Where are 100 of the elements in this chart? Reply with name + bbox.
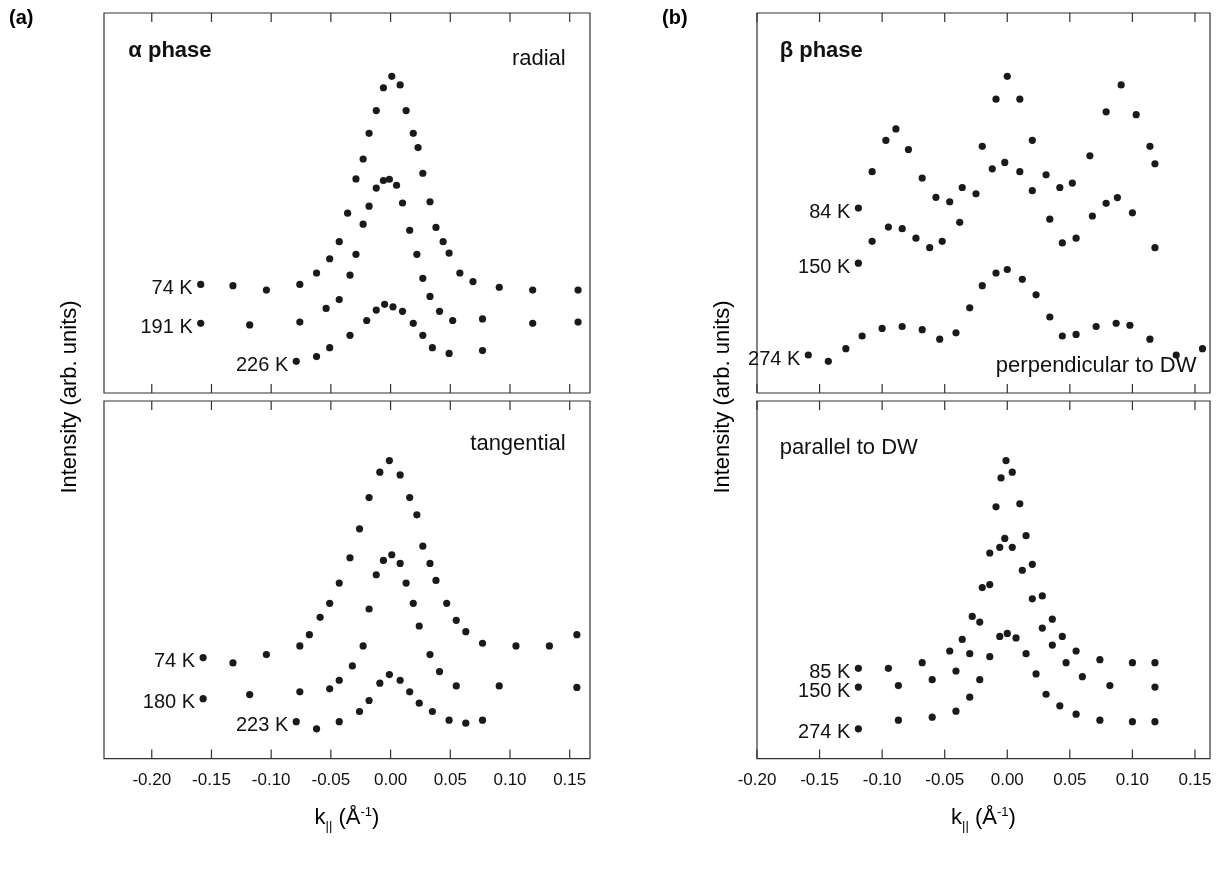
point	[1042, 690, 1050, 698]
point	[1113, 194, 1121, 202]
point	[443, 599, 451, 607]
point	[415, 699, 423, 707]
x-tick-label: 0.05	[1053, 770, 1087, 790]
point	[1032, 670, 1040, 678]
point	[512, 642, 520, 650]
point	[1016, 500, 1024, 508]
point	[1028, 136, 1036, 144]
point	[428, 344, 436, 352]
point	[1151, 659, 1159, 667]
point	[326, 685, 334, 693]
point	[379, 556, 388, 565]
point	[1012, 634, 1020, 642]
point	[445, 249, 453, 257]
point	[574, 318, 582, 326]
point	[1008, 468, 1016, 476]
point	[352, 250, 360, 258]
x-tick-label: 0.10	[493, 770, 527, 790]
point	[402, 579, 410, 587]
point	[445, 716, 453, 724]
text: parallel to DW	[779, 433, 919, 459]
point	[1016, 95, 1024, 103]
point	[365, 605, 373, 613]
point	[419, 274, 427, 282]
point	[388, 551, 396, 559]
y-axis-title: Intensity (arb. units)	[56, 299, 82, 496]
point	[1028, 595, 1036, 603]
point	[1068, 179, 1076, 187]
point	[854, 725, 862, 733]
point	[409, 129, 417, 137]
point	[854, 204, 862, 212]
point	[1001, 534, 1009, 542]
point	[868, 237, 876, 245]
point	[1001, 158, 1009, 167]
point	[892, 125, 900, 133]
point	[878, 324, 886, 332]
x-tick-label: 0.00	[990, 770, 1024, 790]
point	[415, 622, 423, 630]
point	[854, 683, 862, 691]
point	[398, 199, 407, 207]
point	[335, 238, 343, 246]
point	[335, 676, 343, 684]
point	[312, 725, 321, 733]
series-label: 84 K	[809, 199, 852, 222]
point	[335, 718, 343, 726]
point	[978, 282, 986, 290]
point	[478, 639, 487, 647]
point	[262, 286, 270, 294]
point	[986, 580, 994, 589]
point	[1132, 111, 1140, 119]
x-tick-label: -0.05	[311, 770, 351, 790]
x-tick-label: 0.00	[374, 770, 408, 790]
point	[381, 300, 389, 308]
chart-title: (b)	[662, 6, 688, 29]
point	[392, 181, 401, 189]
point	[912, 234, 920, 242]
y-axis-title: Intensity (arb. units)	[709, 299, 735, 496]
point	[966, 650, 974, 658]
point	[376, 679, 384, 687]
point	[968, 612, 976, 621]
point	[986, 549, 994, 557]
point	[545, 642, 553, 650]
point	[262, 651, 270, 659]
point	[1008, 543, 1016, 551]
point	[445, 349, 453, 358]
point	[406, 226, 414, 234]
point	[918, 659, 926, 667]
point	[346, 271, 354, 279]
x-tick-label: -0.15	[800, 770, 839, 790]
point	[385, 670, 393, 679]
point	[1072, 647, 1080, 655]
point	[992, 95, 1000, 103]
series-label: 74 K	[153, 649, 196, 672]
point	[1062, 659, 1070, 667]
point	[372, 106, 380, 115]
point	[1102, 199, 1110, 207]
point	[1022, 650, 1030, 658]
series-label: 274 K	[748, 346, 801, 369]
point	[928, 676, 936, 684]
point	[388, 72, 396, 80]
point	[246, 690, 254, 699]
point	[918, 174, 926, 182]
point	[868, 168, 876, 176]
point	[359, 220, 367, 228]
point	[359, 155, 367, 163]
point	[312, 352, 321, 361]
point	[426, 198, 434, 206]
point	[296, 688, 304, 696]
point	[978, 583, 986, 592]
x-tick-label: -0.20	[132, 770, 172, 790]
point	[1128, 209, 1137, 217]
point	[1058, 332, 1066, 340]
point	[199, 695, 207, 703]
point	[229, 282, 237, 290]
point	[894, 681, 903, 690]
point	[1046, 313, 1054, 321]
point	[1072, 330, 1080, 339]
point	[529, 319, 537, 327]
point	[426, 651, 434, 659]
